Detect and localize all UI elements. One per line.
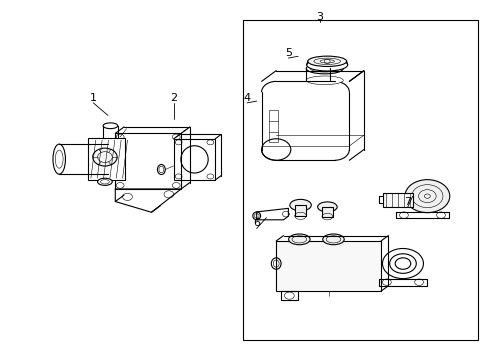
Bar (322, 207, 332, 217)
Bar (88, 138, 125, 180)
Bar (383, 193, 412, 207)
Ellipse shape (305, 76, 343, 85)
Ellipse shape (317, 202, 336, 212)
Bar (243, 21, 477, 339)
Ellipse shape (103, 123, 118, 129)
Bar (268, 110, 277, 142)
Ellipse shape (102, 152, 114, 167)
Ellipse shape (98, 178, 112, 185)
Ellipse shape (322, 234, 344, 245)
Ellipse shape (157, 165, 165, 175)
Text: 5: 5 (285, 48, 291, 58)
Text: 7: 7 (404, 197, 410, 207)
Bar (115, 134, 181, 189)
Bar (173, 139, 215, 180)
Text: 6: 6 (253, 218, 260, 228)
Ellipse shape (404, 180, 449, 213)
Ellipse shape (289, 199, 311, 211)
Text: 4: 4 (243, 93, 250, 103)
Bar (276, 241, 380, 291)
Ellipse shape (53, 144, 65, 174)
Text: 2: 2 (170, 93, 177, 103)
Ellipse shape (288, 234, 309, 245)
Text: 1: 1 (90, 93, 97, 103)
Bar (294, 205, 306, 216)
Ellipse shape (306, 59, 347, 71)
Ellipse shape (307, 56, 346, 67)
Ellipse shape (305, 63, 343, 74)
Circle shape (93, 148, 117, 166)
Text: 3: 3 (316, 12, 323, 22)
